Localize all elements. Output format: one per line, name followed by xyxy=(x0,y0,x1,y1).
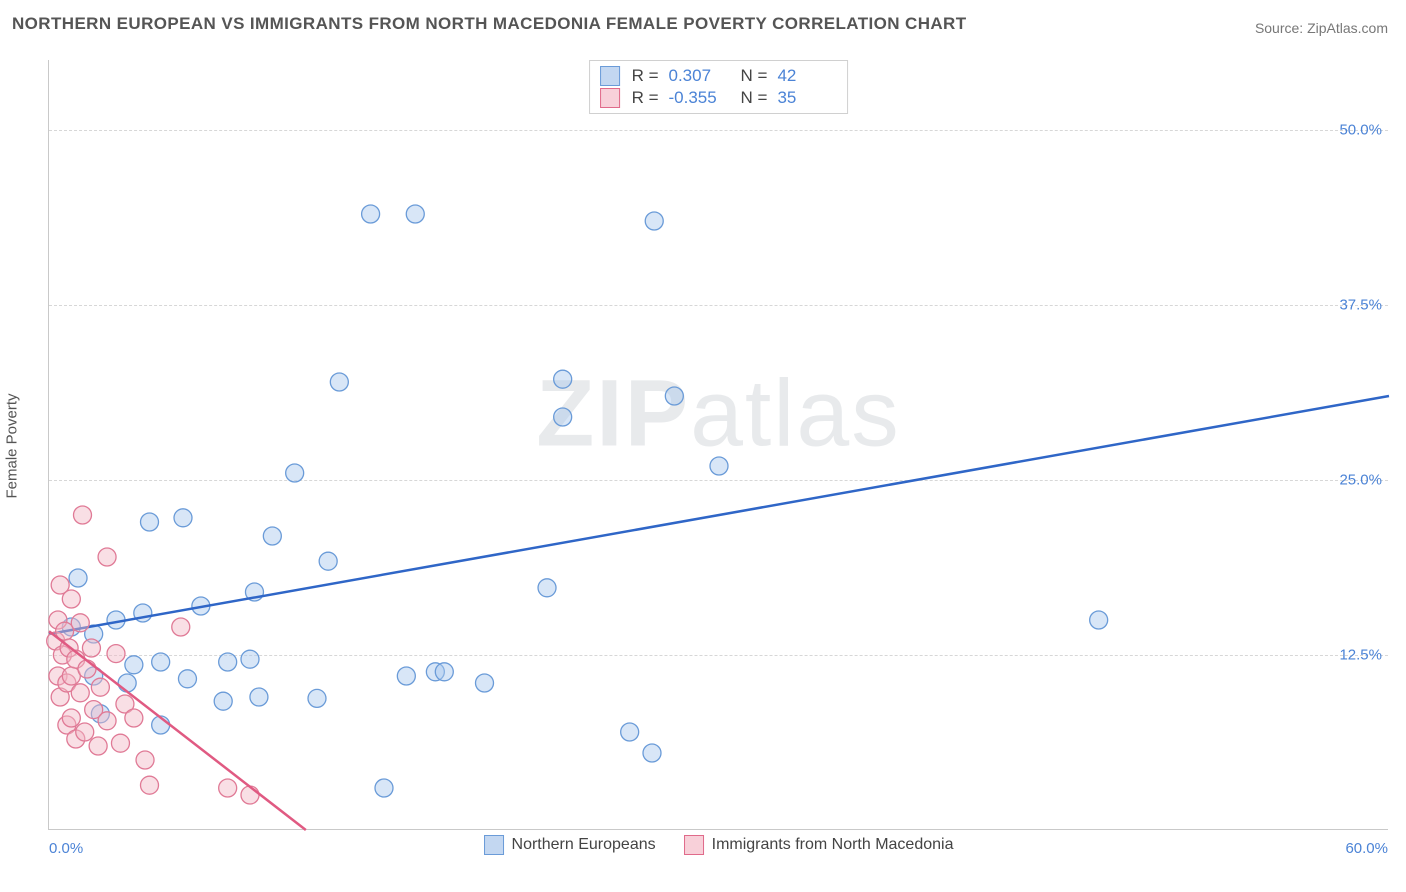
data-point xyxy=(319,552,337,570)
legend-label: Northern Europeans xyxy=(512,836,656,854)
legend-stats-row: R = 0.307 N = 42 xyxy=(600,65,838,87)
legend-item: Northern Europeans xyxy=(484,835,656,855)
data-point xyxy=(174,509,192,527)
data-point xyxy=(71,684,89,702)
data-point xyxy=(308,689,326,707)
trend-line xyxy=(49,396,1389,634)
legend-swatch-pink xyxy=(600,88,620,108)
chart-svg xyxy=(49,60,1388,829)
data-point xyxy=(136,751,154,769)
legend-swatch-pink xyxy=(684,835,704,855)
data-point xyxy=(538,579,556,597)
data-point xyxy=(362,205,380,223)
plot-area: ZIPatlas 12.5%25.0%37.5%50.0% 0.0% 60.0%… xyxy=(48,60,1388,830)
data-point xyxy=(71,614,89,632)
data-point xyxy=(375,779,393,797)
data-point xyxy=(125,656,143,674)
data-point xyxy=(406,205,424,223)
data-point xyxy=(621,723,639,741)
data-point xyxy=(710,457,728,475)
r-value: 0.307 xyxy=(669,66,729,86)
data-point xyxy=(125,709,143,727)
data-point xyxy=(78,660,96,678)
data-point xyxy=(554,370,572,388)
r-label: R = xyxy=(630,66,659,86)
data-point xyxy=(118,674,136,692)
data-point xyxy=(214,692,232,710)
n-value: 35 xyxy=(777,88,837,108)
r-value: -0.355 xyxy=(669,88,729,108)
data-point xyxy=(76,723,94,741)
data-point xyxy=(62,709,80,727)
data-point xyxy=(98,712,116,730)
n-label: N = xyxy=(739,66,768,86)
legend-stats: R = 0.307 N = 42 R = -0.355 N = 35 xyxy=(589,60,849,114)
y-axis-label: Female Poverty xyxy=(4,393,21,498)
legend-swatch-blue xyxy=(484,835,504,855)
data-point xyxy=(397,667,415,685)
x-tick-label-max: 60.0% xyxy=(1345,840,1388,857)
data-point xyxy=(643,744,661,762)
data-point xyxy=(219,653,237,671)
data-point xyxy=(98,548,116,566)
data-point xyxy=(219,779,237,797)
data-point xyxy=(141,776,159,794)
data-point xyxy=(111,734,129,752)
data-point xyxy=(91,678,109,696)
data-point xyxy=(330,373,348,391)
data-point xyxy=(286,464,304,482)
data-point xyxy=(107,645,125,663)
data-point xyxy=(665,387,683,405)
data-point xyxy=(141,513,159,531)
legend-swatch-blue xyxy=(600,66,620,86)
legend-stats-row: R = -0.355 N = 35 xyxy=(600,87,838,109)
data-point xyxy=(554,408,572,426)
legend-series: Northern Europeans Immigrants from North… xyxy=(484,835,954,855)
legend-item: Immigrants from North Macedonia xyxy=(684,835,954,855)
n-value: 42 xyxy=(777,66,837,86)
data-point xyxy=(62,590,80,608)
data-point xyxy=(74,506,92,524)
data-point xyxy=(435,663,453,681)
r-label: R = xyxy=(630,88,659,108)
data-point xyxy=(241,786,259,804)
source-attribution: Source: ZipAtlas.com xyxy=(1255,20,1388,36)
data-point xyxy=(476,674,494,692)
data-point xyxy=(172,618,190,636)
data-point xyxy=(1090,611,1108,629)
data-point xyxy=(241,650,259,668)
data-point xyxy=(152,653,170,671)
data-point xyxy=(645,212,663,230)
n-label: N = xyxy=(739,88,768,108)
data-point xyxy=(263,527,281,545)
data-point xyxy=(69,569,87,587)
chart-title: NORTHERN EUROPEAN VS IMMIGRANTS FROM NOR… xyxy=(12,14,967,34)
legend-label: Immigrants from North Macedonia xyxy=(712,836,954,854)
data-point xyxy=(250,688,268,706)
x-tick-label-min: 0.0% xyxy=(49,840,83,857)
data-point xyxy=(82,639,100,657)
data-point xyxy=(178,670,196,688)
data-point xyxy=(89,737,107,755)
